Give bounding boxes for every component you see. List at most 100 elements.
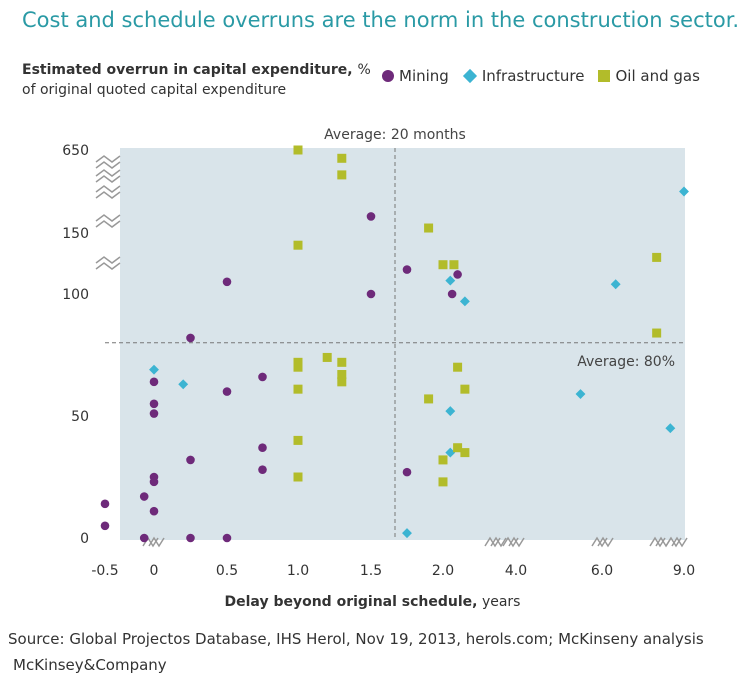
mining-point <box>100 521 110 531</box>
mining-point <box>447 289 457 299</box>
oil-and-gas-point <box>322 352 332 362</box>
y-axis-label: Estimated overrun in capital expenditure… <box>22 62 371 78</box>
mining-point <box>139 533 149 543</box>
x-axis-break-icon <box>484 536 507 548</box>
oil-and-gas-point <box>424 394 434 404</box>
infrastructure-point <box>459 296 470 307</box>
y-axis-label-bold: Estimated overrun in capital expenditure… <box>22 62 353 78</box>
y-axis-label-unit: % <box>357 62 371 78</box>
mining-point <box>139 492 149 501</box>
x-axis-label: Delay beyond original schedule, years <box>0 594 745 610</box>
x-tick-label: 0 <box>150 563 159 579</box>
oil-and-gas-point <box>438 260 448 270</box>
y-axis-break-icon <box>95 155 121 169</box>
x-tick-label: 6.0 <box>591 563 613 579</box>
oil-and-gas-point <box>293 357 303 367</box>
infrastructure-point <box>665 423 676 434</box>
legend-label-infrastructure: Infrastructure <box>481 67 585 85</box>
oil-and-gas-point <box>293 435 303 445</box>
oil-and-gas-point <box>652 252 662 262</box>
mining-point <box>149 472 159 482</box>
oil-and-gas-point <box>652 328 662 338</box>
y-tick-label: 0 <box>80 531 89 547</box>
legend-label-oil-gas: Oil and gas <box>615 67 700 85</box>
source-note: Source: Global Projectos Database, IHS H… <box>8 630 704 648</box>
legend-label-mining: Mining <box>399 67 449 85</box>
infrastructure-point <box>445 275 456 286</box>
oil-and-gas-point <box>449 260 459 270</box>
mining-point <box>366 212 376 221</box>
infrastructure-point <box>445 447 456 458</box>
mining-point <box>186 455 195 465</box>
y-tick-label: 50 <box>71 409 89 425</box>
average-y-label: Average: 80% <box>577 354 675 370</box>
legend-item-infrastructure: Infrastructure <box>462 67 585 85</box>
average-x-label: Average: 20 months <box>324 127 466 143</box>
infrastructure-point <box>149 364 159 375</box>
mining-point <box>149 409 159 418</box>
mining-point <box>149 377 159 387</box>
oil-and-gas-point <box>293 384 303 394</box>
mining-point <box>149 506 159 516</box>
oil-and-gas-point <box>337 357 347 367</box>
oil-and-gas-point <box>460 448 470 458</box>
mining-point <box>186 533 195 543</box>
x-tick-label: 1.5 <box>360 563 382 579</box>
x-tick-label: 0.5 <box>216 563 238 579</box>
plot-area <box>120 148 685 540</box>
infrastructure-point <box>610 279 621 290</box>
x-tick-label: 4.0 <box>505 563 527 579</box>
mining-point <box>402 265 412 274</box>
legend-item-mining: Mining <box>382 67 449 85</box>
legend-item-oil-gas: Oil and gas <box>598 67 700 85</box>
x-axis-label-unit: years <box>481 594 521 610</box>
brand-logo: McKinsey&Company <box>13 656 167 674</box>
oil-and-gas-point <box>293 362 303 372</box>
x-tick-label: -0.5 <box>91 563 118 579</box>
x-tick-label: 2.0 <box>432 563 454 579</box>
chart-title: Cost and schedule overruns are the norm … <box>22 8 740 32</box>
oil-gas-marker-icon <box>598 70 611 82</box>
oil-and-gas-point <box>337 170 347 180</box>
mining-point <box>258 372 267 382</box>
x-tick-label: 1.0 <box>287 563 309 579</box>
oil-and-gas-point <box>337 377 347 387</box>
y-axis-break-icon <box>95 185 121 199</box>
mining-point <box>222 533 232 543</box>
oil-and-gas-point <box>438 477 448 487</box>
oil-and-gas-point <box>293 145 303 155</box>
infrastructure-point <box>575 389 586 399</box>
mining-marker-icon <box>382 70 394 82</box>
y-axis-label-sub: of original quoted capital expenditure <box>22 82 287 98</box>
y-tick-label: 650 <box>62 143 89 159</box>
y-tick-label: 100 <box>62 287 89 303</box>
oil-and-gas-point <box>453 362 463 372</box>
infrastructure-point <box>402 528 412 539</box>
mining-point <box>222 387 232 396</box>
oil-and-gas-point <box>293 472 303 482</box>
y-axis-break-icon <box>95 169 121 183</box>
mining-point <box>258 443 267 453</box>
oil-and-gas-point <box>293 240 303 250</box>
x-axis-break-icon <box>502 536 525 548</box>
mining-point <box>222 277 232 287</box>
mining-point <box>366 289 376 299</box>
mining-point <box>402 467 412 477</box>
infrastructure-point <box>445 406 456 417</box>
y-axis-break-icon <box>95 214 121 228</box>
y-tick-label: 150 <box>62 226 89 242</box>
mining-point <box>149 399 159 409</box>
oil-and-gas-point <box>424 223 434 233</box>
oil-and-gas-point <box>453 443 463 453</box>
mining-point <box>100 499 110 509</box>
y-axis-break-icon <box>95 256 121 270</box>
infrastructure-point <box>679 186 689 197</box>
mining-point <box>453 270 462 279</box>
mining-point <box>258 465 267 474</box>
x-axis-label-bold: Delay beyond original schedule, <box>224 594 478 610</box>
oil-and-gas-point <box>438 455 448 465</box>
infrastructure-point <box>178 379 189 390</box>
oil-and-gas-point <box>337 153 347 163</box>
oil-and-gas-point <box>460 384 470 394</box>
